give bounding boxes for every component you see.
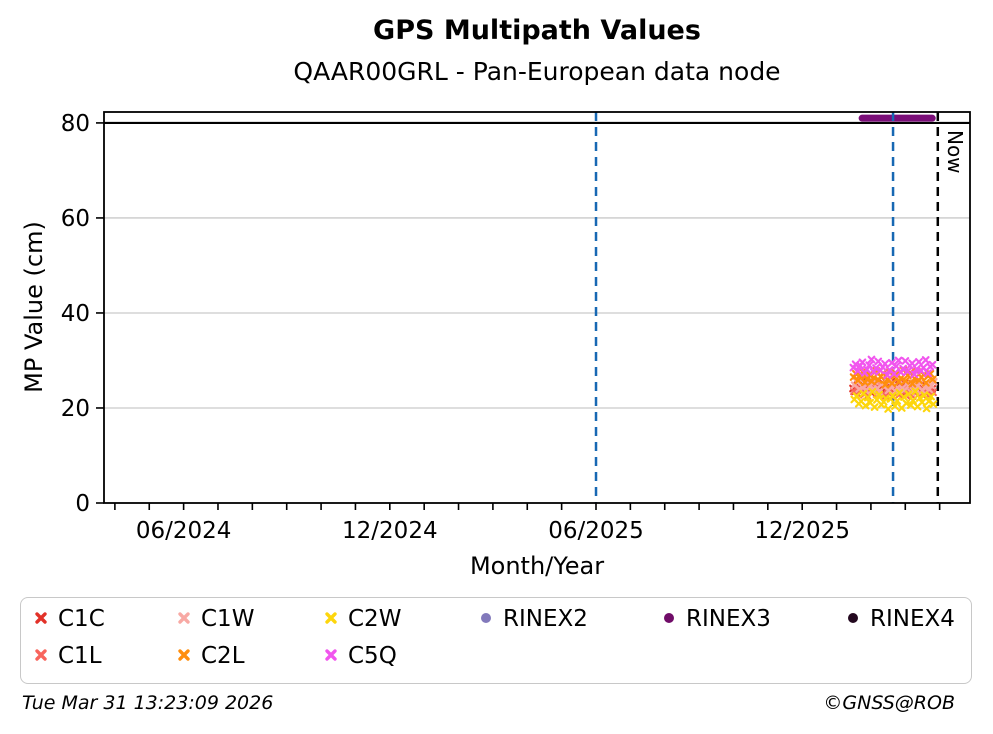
legend-item-RINEX3: RINEX3	[661, 606, 771, 633]
dot-marker-icon	[661, 610, 677, 630]
credit: ©GNSS@ROB	[823, 692, 955, 714]
legend-item-C1W: C1W	[176, 606, 254, 633]
svg-text:06/2025: 06/2025	[548, 518, 644, 544]
legend: C1C C1L C1W C2L C2W C5Q RINEX2 RINEX3 RINEX4	[20, 597, 972, 684]
event-lines: Now	[594, 112, 967, 503]
svg-text:06/2024: 06/2024	[136, 518, 232, 544]
gridlines	[104, 217, 970, 409]
x-marker-icon	[323, 610, 339, 630]
x-marker-icon	[323, 647, 339, 667]
svg-text:12/2024: 12/2024	[342, 518, 438, 544]
legend-label: C1L	[58, 643, 102, 669]
x-marker-icon	[176, 647, 192, 667]
legend-label: RINEX4	[870, 606, 955, 632]
x-marker-icon	[176, 610, 192, 630]
dot-marker-icon	[478, 610, 494, 630]
chart-subtitle: QAAR00GRL - Pan-European data node	[293, 57, 781, 86]
scatter-series-C5Q	[849, 355, 937, 380]
legend-label: C5Q	[348, 643, 397, 669]
legend-label: C2W	[348, 606, 402, 632]
svg-text:60: 60	[61, 206, 90, 232]
x-marker-icon	[33, 610, 49, 630]
svg-text:0: 0	[75, 491, 90, 517]
svg-text:40: 40	[61, 301, 90, 327]
x-tick-labels: 06/2024 12/2024 06/2025 12/2025	[136, 518, 850, 544]
legend-label: C1W	[201, 606, 255, 632]
legend-item-RINEX4: RINEX4	[845, 606, 955, 633]
legend-item-C1L: C1L	[33, 643, 102, 670]
y-ticks: 0 20 40 60 80	[61, 111, 104, 517]
chart-canvas: 06/2024 12/2024 06/2025 12/2025 0 20 40 60 80 Now	[61, 111, 971, 544]
legend-label: RINEX3	[686, 606, 771, 632]
legend-label: RINEX2	[503, 606, 588, 632]
legend-label: C2L	[201, 643, 245, 669]
legend-item-C2W: C2W	[323, 606, 401, 633]
legend-item-C1C: C1C	[33, 606, 105, 633]
timestamp: Tue Mar 31 13:23:09 2026	[22, 692, 274, 714]
y-axis-label: MP Value (cm)	[20, 221, 48, 393]
svg-text:20: 20	[61, 396, 90, 422]
plot-frame	[103, 111, 971, 504]
svg-text:12/2025: 12/2025	[754, 518, 850, 544]
chart-title: GPS Multipath Values	[373, 15, 701, 46]
now-label: Now	[943, 130, 967, 174]
legend-label: C1C	[58, 606, 105, 632]
x-ticks	[114, 503, 941, 510]
dot-marker-icon	[845, 610, 861, 630]
legend-item-C5Q: C5Q	[323, 643, 397, 670]
scatter-series-C2W	[850, 387, 938, 413]
legend-item-RINEX2: RINEX2	[478, 606, 588, 633]
x-marker-icon	[33, 647, 49, 667]
legend-item-C2L: C2L	[176, 643, 245, 670]
x-axis-label: Month/Year	[469, 552, 605, 580]
svg-text:80: 80	[61, 111, 90, 137]
